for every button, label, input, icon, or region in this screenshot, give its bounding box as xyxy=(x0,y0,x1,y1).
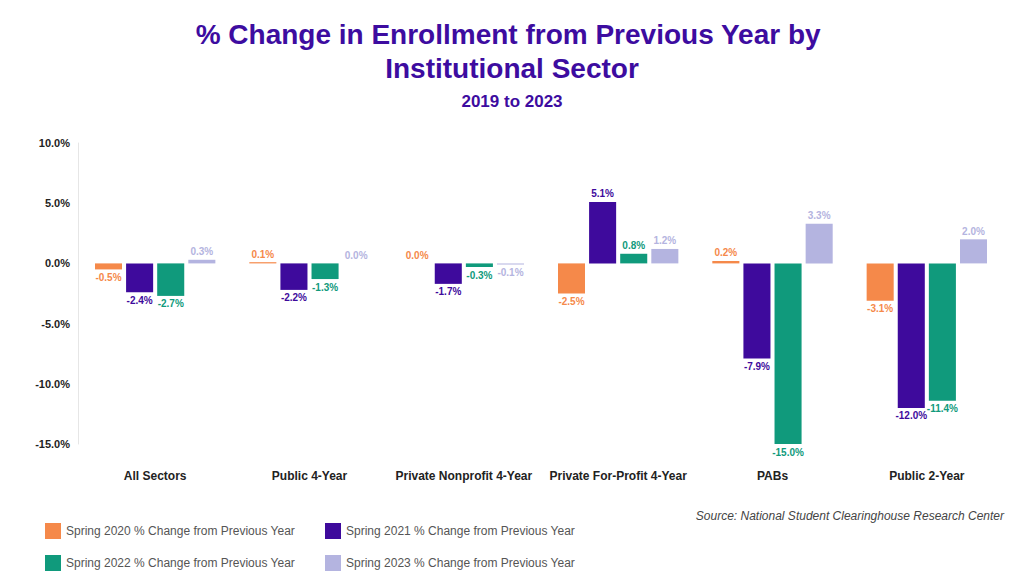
svg-text:-12.0%: -12.0% xyxy=(895,410,927,421)
svg-text:0.0%: 0.0% xyxy=(45,257,70,269)
svg-text:-2.2%: -2.2% xyxy=(281,292,307,303)
svg-text:% Change in Enrollment from Pr: % Change in Enrollment from Previous Yea… xyxy=(196,19,829,50)
svg-text:-2.5%: -2.5% xyxy=(558,296,584,307)
svg-text:-1.7%: -1.7% xyxy=(435,286,461,297)
svg-text:Public 4-Year: Public 4-Year xyxy=(272,469,348,483)
svg-text:-7.9%: -7.9% xyxy=(744,361,770,372)
svg-text:Source: National Student Clear: Source: National Student Clearinghouse R… xyxy=(696,509,1005,523)
svg-text:0.8%: 0.8% xyxy=(622,240,645,251)
svg-text:-0.5%: -0.5% xyxy=(95,272,121,283)
svg-text:3.3%: 3.3% xyxy=(808,210,831,221)
svg-text:-3.1%: -3.1% xyxy=(867,303,893,314)
svg-text:-0.3%: -0.3% xyxy=(466,270,492,281)
svg-text:1.2%: 1.2% xyxy=(653,235,676,246)
svg-text:PABs: PABs xyxy=(757,469,788,483)
svg-text:0.2%: 0.2% xyxy=(714,247,737,258)
svg-text:Private Nonprofit 4-Year: Private Nonprofit 4-Year xyxy=(395,469,532,483)
svg-text:Spring 2020 % Change from Prev: Spring 2020 % Change from Previous Year xyxy=(66,524,295,538)
svg-text:All Sectors: All Sectors xyxy=(124,469,187,483)
svg-text:-0.1%: -0.1% xyxy=(497,267,523,278)
svg-text:Spring 2021 % Change from Prev: Spring 2021 % Change from Previous Year xyxy=(346,524,575,538)
svg-text:0.3%: 0.3% xyxy=(190,246,213,257)
svg-text:-1.3%: -1.3% xyxy=(312,282,338,293)
svg-text:-15.0%: -15.0% xyxy=(772,447,804,458)
svg-text:-5.0%: -5.0% xyxy=(41,318,70,330)
svg-text:Private For-Profit 4-Year: Private For-Profit 4-Year xyxy=(549,469,687,483)
svg-text:0.0%: 0.0% xyxy=(345,250,368,261)
svg-text:10.0%: 10.0% xyxy=(39,137,70,149)
svg-text:Spring 2023 % Change from Prev: Spring 2023 % Change from Previous Year xyxy=(346,556,575,570)
svg-text:2019 to 2023: 2019 to 2023 xyxy=(461,92,562,111)
svg-text:0.0%: 0.0% xyxy=(406,250,429,261)
svg-text:-10.0%: -10.0% xyxy=(35,378,70,390)
svg-text:-2.7%: -2.7% xyxy=(158,298,184,309)
svg-text:0.1%: 0.1% xyxy=(251,249,274,260)
svg-text:Public 2-Year: Public 2-Year xyxy=(889,469,965,483)
svg-text:2.0%: 2.0% xyxy=(962,226,985,237)
svg-text:-11.4%: -11.4% xyxy=(927,403,958,414)
svg-text:Institutional Sector: Institutional Sector xyxy=(385,53,639,84)
svg-text:-15.0%: -15.0% xyxy=(35,438,70,450)
svg-text:-2.4%: -2.4% xyxy=(127,295,153,306)
svg-text:Spring 2022 % Change from Prev: Spring 2022 % Change from Previous Year xyxy=(66,556,295,570)
svg-text:5.0%: 5.0% xyxy=(45,197,70,209)
svg-text:5.1%: 5.1% xyxy=(591,188,614,199)
